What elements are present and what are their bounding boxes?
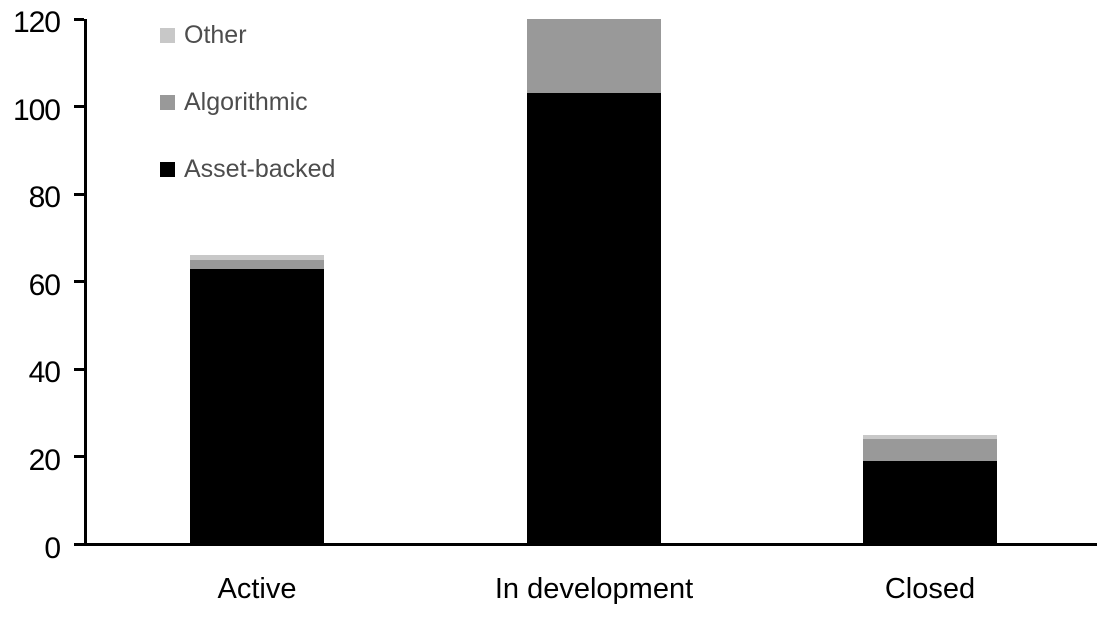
y-tick-label: 60	[28, 268, 61, 302]
y-tick-mark	[74, 192, 84, 196]
category-label-active: Active	[217, 573, 297, 605]
legend-label: Algorithmic	[184, 87, 308, 116]
y-tick-label: 20	[28, 443, 61, 477]
y-tick-mark	[74, 367, 84, 371]
bar-in-development-algorithmic	[527, 19, 661, 94]
bar-active-algorithmic	[190, 259, 324, 269]
bar-in-development-asset-backed	[527, 93, 661, 545]
y-tick-mark	[74, 455, 84, 459]
bar-closed-other	[863, 435, 997, 440]
y-tick-label: 0	[44, 531, 61, 565]
y-tick-label: 120	[12, 6, 61, 39]
legend-label: Asset-backed	[184, 154, 336, 183]
bar-active-asset-backed	[190, 268, 324, 545]
legend-item-algorithmic: Algorithmic	[160, 89, 308, 114]
y-axis-line	[84, 19, 87, 546]
legend-item-other: Other	[160, 22, 247, 47]
y-tick-label: 100	[12, 93, 61, 127]
category-label-in-development: In development	[494, 573, 694, 605]
legend-label: Other	[184, 20, 247, 49]
legend-item-asset-backed: Asset-backed	[160, 156, 335, 181]
y-tick-label: 40	[28, 356, 61, 390]
legend-swatch-icon	[160, 94, 175, 110]
bar-closed-algorithmic	[863, 439, 997, 462]
bar-closed-asset-backed	[863, 461, 997, 545]
y-tick-mark	[74, 280, 84, 284]
y-tick-mark	[74, 105, 84, 109]
x-axis-line	[74, 543, 1097, 546]
y-tick-mark	[74, 17, 84, 21]
y-tick-label: 80	[28, 181, 61, 215]
bar-active-other	[190, 255, 324, 260]
category-label-closed: Closed	[884, 573, 976, 605]
legend-swatch-icon	[160, 161, 175, 177]
y-tick-mark	[74, 543, 84, 546]
legend-swatch-icon	[160, 27, 175, 43]
